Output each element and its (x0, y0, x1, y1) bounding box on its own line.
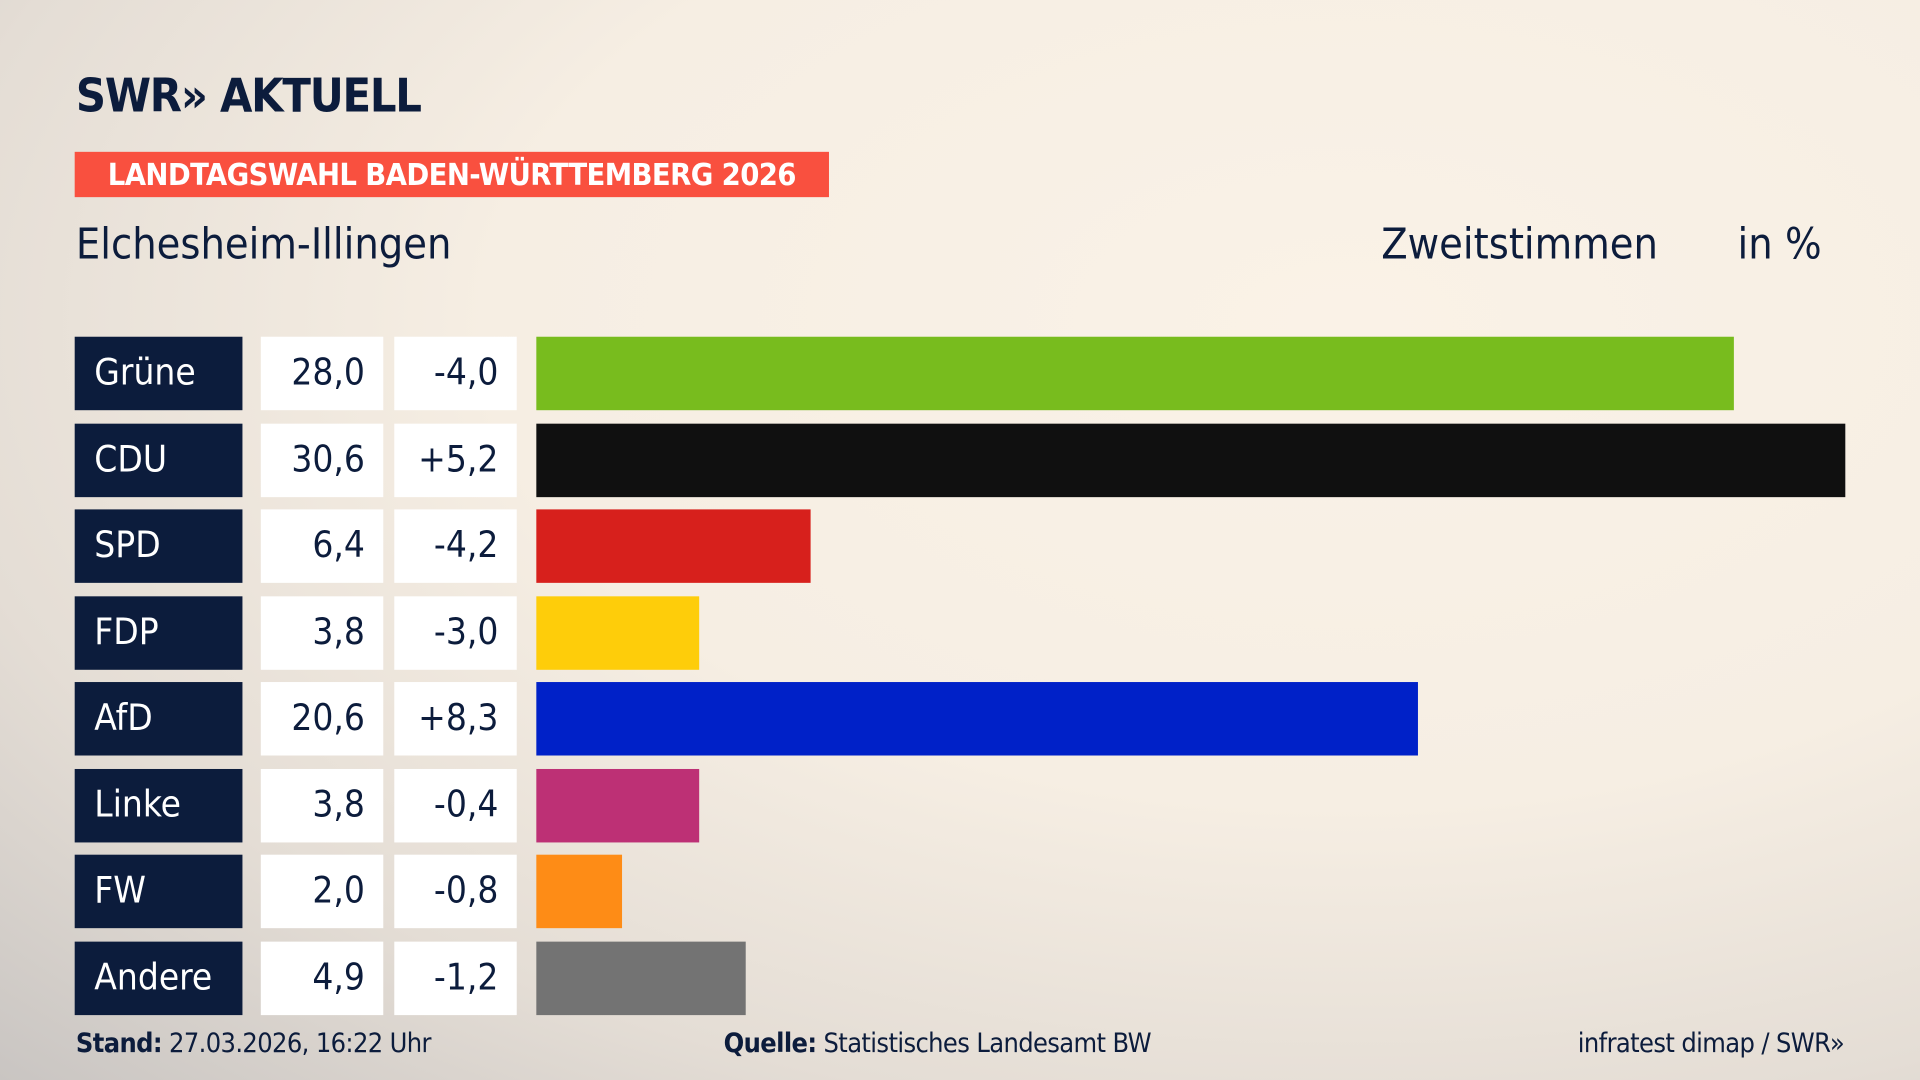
election-banner: LANDTAGSWAHL BADEN-WÜRTTEMBERG 2026 (74, 151, 829, 198)
bar-row: CDU 30,6 +5,2 (0, 423, 1920, 497)
source-value: Statistisches Landesamt BW (823, 1028, 1152, 1060)
unit-label: in % (1737, 220, 1822, 270)
stand-value: 27.03.2026, 16:22 Uhr (169, 1028, 431, 1060)
bar (536, 336, 1735, 411)
bar (536, 768, 699, 842)
diff-label: +8,3 (394, 682, 517, 756)
party-label: FW (74, 854, 243, 929)
party-label: CDU (74, 423, 243, 497)
party-label: Linke (74, 768, 243, 842)
diff-label: -0,4 (394, 768, 517, 842)
value-label: 30,6 (260, 423, 384, 497)
party-label: SPD (74, 509, 243, 583)
diff-label: -4,0 (394, 336, 517, 411)
value-label: 3,8 (260, 768, 384, 842)
bar (536, 682, 1418, 756)
bar (536, 509, 811, 583)
party-label: Andere (74, 941, 243, 1015)
value-label: 3,8 (260, 595, 384, 670)
swr-aktuell-logo: SWR» AKTUELL (75, 68, 422, 123)
bar (536, 941, 746, 1015)
source: Quelle: Statistisches Landesamt BW (723, 1028, 1152, 1060)
bar-row: FDP 3,8 -3,0 (0, 595, 1920, 670)
value-label: 2,0 (260, 854, 384, 929)
bar (536, 595, 699, 670)
party-label: Grüne (74, 336, 243, 411)
bar-row: FW 2,0 -0,8 (0, 854, 1920, 929)
bar-row: Andere 4,9 -1,2 (0, 941, 1920, 1015)
bar-row: Linke 3,8 -0,4 (0, 768, 1920, 842)
diff-label: -4,2 (394, 509, 517, 583)
bar-row: SPD 6,4 -4,2 (0, 509, 1920, 583)
value-label: 28,0 (260, 336, 384, 411)
bar-row: Grüne 28,0 -4,0 (0, 336, 1920, 411)
value-label: 20,6 (260, 682, 384, 756)
metric-label: Zweitstimmen (1381, 220, 1658, 270)
diff-label: -1,2 (394, 941, 517, 1015)
credit: infratest dimap / SWR» (1577, 1028, 1845, 1060)
diff-label: -0,8 (394, 854, 517, 929)
party-label: AfD (74, 682, 243, 756)
diff-label: -3,0 (394, 595, 517, 670)
bar (536, 854, 622, 929)
value-label: 4,9 (260, 941, 384, 1015)
stand-label: Stand: (75, 1028, 163, 1060)
diff-label: +5,2 (394, 423, 517, 497)
source-label: Quelle: (723, 1028, 817, 1060)
timestamp: Stand: 27.03.2026, 16:22 Uhr (75, 1028, 432, 1060)
bar-row: AfD 20,6 +8,3 (0, 682, 1920, 756)
bar (536, 423, 1846, 497)
party-label: FDP (74, 595, 243, 670)
region-title: Elchesheim-Illingen (75, 220, 452, 270)
value-label: 6,4 (260, 509, 384, 583)
